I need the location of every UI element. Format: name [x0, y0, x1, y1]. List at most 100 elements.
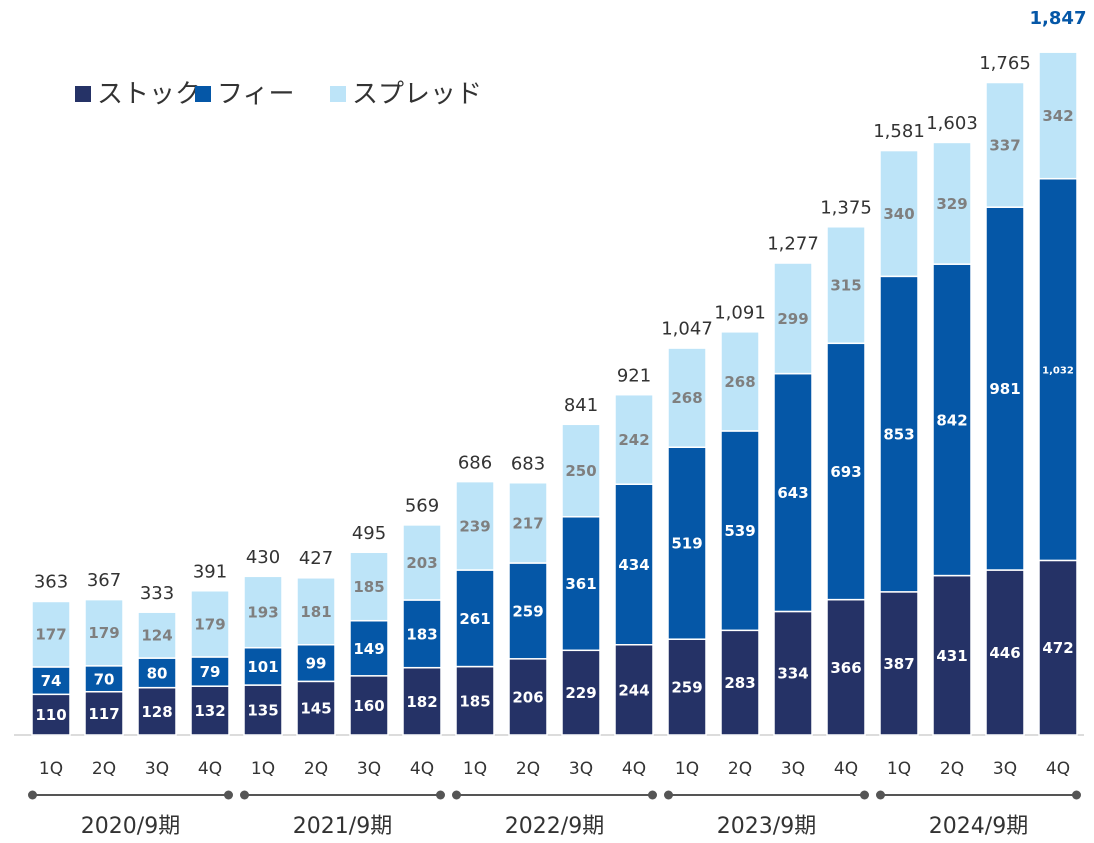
bar-segment — [84, 690, 124, 736]
bar-segment — [985, 569, 1025, 736]
bar-value-label: 842 — [936, 411, 967, 429]
bar-value-label: 244 — [618, 681, 649, 699]
x-tick-label: 2Q — [516, 759, 540, 779]
group-label: 2020/9期 — [81, 814, 180, 839]
bar-value-label: 334 — [777, 665, 808, 683]
bar-segment — [137, 657, 177, 689]
group-dot — [648, 790, 657, 800]
bar-segment — [773, 610, 813, 736]
bar-segment — [84, 598, 124, 667]
total-label: 391 — [193, 561, 227, 582]
bar-value-label: 179 — [194, 615, 225, 633]
bar-segment — [826, 598, 866, 736]
bar-value-label: 132 — [194, 702, 225, 720]
bar-value-label: 185 — [459, 692, 490, 710]
bar-segment — [455, 480, 495, 571]
bar-segment — [561, 649, 601, 736]
bar-value-label: 217 — [512, 514, 543, 532]
bar-segment — [614, 393, 654, 485]
x-tick-label: 3Q — [781, 759, 805, 779]
bar-segment — [402, 524, 442, 601]
group-dot — [876, 790, 885, 800]
bar-value-label: 283 — [724, 674, 755, 692]
bar-value-label: 268 — [671, 389, 702, 407]
bar-value-label: 160 — [353, 697, 384, 715]
bar-segment — [349, 551, 389, 622]
bar-segment — [826, 342, 866, 601]
bar-segment — [402, 666, 442, 736]
bar-segment — [773, 262, 813, 375]
bar-value-label: 1,032 — [1042, 366, 1074, 377]
total-label: 841 — [564, 395, 598, 416]
x-tick-label: 1Q — [887, 759, 911, 779]
group-label: 2023/9期 — [717, 814, 816, 839]
total-label: 363 — [34, 572, 68, 593]
bar-segment — [296, 643, 336, 683]
bar-value-label: 299 — [777, 310, 808, 328]
bar-value-label: 434 — [618, 556, 649, 574]
bar-value-label: 79 — [200, 663, 221, 681]
total-label: 1,375 — [820, 197, 872, 218]
bar-segment — [561, 423, 601, 518]
bar-value-label: 101 — [247, 658, 278, 676]
bar-segment — [243, 684, 283, 736]
bar-value-label: 124 — [141, 627, 172, 645]
bar-segment — [1038, 51, 1078, 180]
bar-segment — [190, 656, 230, 687]
total-label: 430 — [246, 547, 280, 568]
bar-segment — [561, 516, 601, 652]
bar-value-label: 182 — [406, 693, 437, 711]
total-label: 1,047 — [661, 319, 713, 340]
bar-value-label: 177 — [35, 626, 66, 644]
bar-value-label: 268 — [724, 373, 755, 391]
bar-value-label: 70 — [94, 670, 115, 688]
group-dot — [28, 790, 37, 800]
x-tick-label: 4Q — [410, 759, 434, 779]
x-tick-label: 1Q — [675, 759, 699, 779]
bar-value-label: 366 — [830, 659, 861, 677]
bar-segment — [667, 347, 707, 448]
bar-value-label: 431 — [936, 647, 967, 665]
bar-value-label: 203 — [406, 554, 437, 572]
bar-value-label: 519 — [671, 535, 702, 553]
group-label: 2024/9期 — [929, 814, 1028, 839]
bar-value-label: 181 — [300, 603, 331, 621]
bar-value-label: 80 — [147, 664, 168, 682]
bar-segment — [508, 658, 548, 736]
bar-segment — [614, 483, 654, 646]
x-tick-label: 2Q — [92, 759, 116, 779]
group-dot — [224, 790, 233, 800]
total-label: 1,765 — [979, 53, 1031, 74]
bar-segment — [349, 675, 389, 736]
x-tick-label: 1Q — [39, 759, 63, 779]
bar-value-label: 539 — [724, 522, 755, 540]
bar-value-label: 342 — [1042, 107, 1073, 125]
bar-value-label: 361 — [565, 575, 596, 593]
bar-segment — [932, 141, 972, 265]
total-label: 569 — [405, 496, 439, 517]
total-label: 921 — [617, 365, 651, 386]
total-label: 686 — [458, 452, 492, 473]
bar-value-label: 117 — [88, 705, 119, 723]
bar-segment — [31, 600, 71, 668]
x-tick-label: 3Q — [357, 759, 381, 779]
x-tick-label: 2Q — [728, 759, 752, 779]
bar-value-label: 135 — [247, 702, 278, 720]
bar-value-label: 387 — [883, 655, 914, 673]
total-label: 427 — [299, 548, 333, 569]
bar-segment — [932, 263, 972, 577]
bar-value-label: 693 — [830, 463, 861, 481]
x-tick-label: 4Q — [622, 759, 646, 779]
total-label: 367 — [87, 570, 121, 591]
bar-value-label: 261 — [459, 610, 490, 628]
x-tick-label: 1Q — [251, 759, 275, 779]
group-label: 2022/9期 — [505, 814, 604, 839]
group-label: 2021/9期 — [293, 814, 392, 839]
x-tick-label: 4Q — [198, 759, 222, 779]
bar-value-label: 206 — [512, 688, 543, 706]
total-label: 1,581 — [873, 121, 925, 142]
legend-label: スプレッド — [352, 80, 482, 110]
x-tick-label: 3Q — [145, 759, 169, 779]
bar-segment — [985, 81, 1025, 208]
x-tick-label: 3Q — [993, 759, 1017, 779]
